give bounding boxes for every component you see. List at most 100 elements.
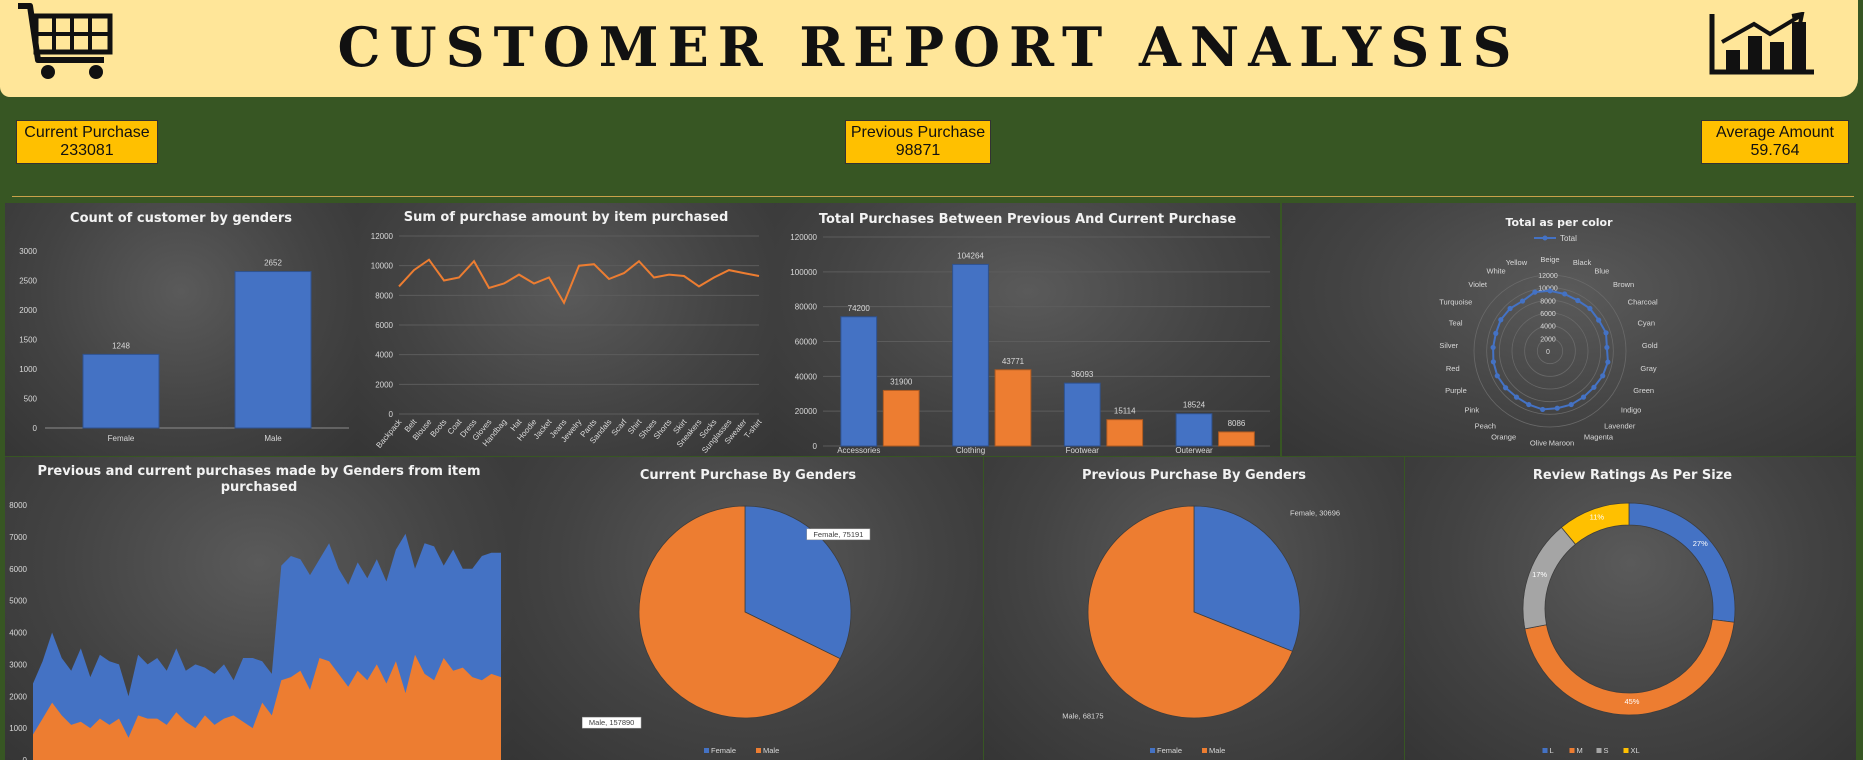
tick-label: 4000	[9, 629, 27, 638]
data-point	[1526, 401, 1532, 408]
tick-label: 12000	[371, 232, 394, 241]
legend-swatch	[1596, 748, 1602, 753]
kpi-value: 98871	[895, 142, 941, 159]
kpi-value: 233081	[60, 142, 114, 159]
data-label: 36093	[1071, 370, 1094, 379]
legend-label: XL	[1631, 746, 1640, 755]
legend-label: Female	[1157, 746, 1182, 755]
tick-label: 100000	[790, 268, 817, 277]
data-point	[1604, 344, 1610, 351]
chart-title: purchased	[221, 480, 298, 495]
tick-label: 8000	[1540, 298, 1556, 305]
area-series	[33, 654, 501, 760]
data-point	[1519, 298, 1526, 304]
tick-label: Maroon	[1549, 438, 1574, 447]
tick-label: Silver	[1439, 341, 1458, 350]
data-point	[1596, 317, 1602, 323]
chart-title: Count of customer by genders	[70, 211, 292, 226]
gender-area-chart: Previous and current purchases made by G…	[5, 457, 513, 760]
tick-label: Peach	[1475, 421, 1496, 430]
tick-label: Violet	[1468, 280, 1488, 289]
tick-label: 80000	[795, 303, 818, 312]
chart-title: Previous Purchase By Genders	[1082, 468, 1306, 483]
tick-label: Female	[108, 434, 135, 443]
data-label: 18524	[1183, 401, 1206, 410]
kpi-value: 59.764	[1750, 142, 1800, 159]
radar-gridline	[1473, 274, 1627, 428]
tick-label: 4000	[375, 351, 393, 360]
bar	[1218, 431, 1255, 447]
legend-swatch	[1542, 748, 1548, 753]
tick-label: Outerwear	[1175, 446, 1213, 455]
chart-svg: Previous Purchase By Genders Female, 3069…	[1062, 468, 1340, 755]
tick-label: 2000	[1540, 336, 1556, 343]
radar-gridline	[1498, 299, 1602, 403]
kpi-average-amount: Average Amount 59.764	[1701, 120, 1849, 164]
legend-swatch	[1623, 748, 1629, 753]
data-label-box	[581, 716, 642, 729]
data-point	[1513, 394, 1520, 400]
data-label: 31900	[890, 377, 913, 386]
data-point	[1575, 297, 1581, 304]
tick-label: Clothing	[956, 446, 985, 455]
tick-label: 1000	[19, 365, 37, 374]
data-point	[1490, 359, 1496, 365]
tick-label: 120000	[790, 233, 817, 242]
tick-label: 1500	[19, 336, 37, 345]
legend-marker	[1542, 235, 1548, 241]
data-point	[1540, 406, 1546, 413]
data-point	[1591, 384, 1597, 390]
bar	[82, 353, 160, 429]
bar	[1063, 382, 1101, 447]
tick-label: 0	[1546, 349, 1550, 356]
radar-gridline	[1511, 312, 1589, 390]
pie-slice	[1193, 505, 1301, 652]
data-label: 27%	[1693, 539, 1708, 548]
bar	[840, 316, 878, 447]
tick-label: 6000	[9, 565, 27, 574]
pie-slice	[1087, 505, 1293, 719]
tick-label: Lavender	[1604, 421, 1636, 430]
tick-label: Scarf	[610, 417, 629, 438]
tick-label: Backpack	[374, 417, 404, 450]
tick-label: 12000	[1538, 273, 1558, 280]
legend-swatch	[1569, 748, 1575, 753]
size-donut-chart: Review Ratings As Per Size 27% 45% 17% 11% L M…	[1405, 457, 1856, 760]
page-title: CUSTOMER REPORT ANALYSIS	[337, 15, 1521, 79]
data-label-box	[806, 528, 871, 541]
tick-label: White	[1487, 266, 1506, 275]
tick-label: 10000	[371, 262, 394, 271]
kpi-label: Current Purchase	[24, 124, 150, 141]
tick-label: 2000	[375, 380, 393, 389]
previous-purchase-pie: Previous Purchase By Genders Female, 3069…	[984, 457, 1404, 760]
tick-label: 0	[389, 410, 394, 419]
legend-label: M	[1577, 746, 1583, 755]
data-label: Male, 157890	[589, 718, 634, 727]
chart-svg: Current Purchase By Genders Female, 75191…	[581, 468, 871, 755]
data-point	[1580, 394, 1587, 400]
data-label: 45%	[1624, 697, 1639, 706]
data-point	[1562, 291, 1568, 297]
data-point	[1554, 405, 1560, 411]
tick-label: Cyan	[1637, 319, 1655, 328]
bar	[994, 369, 1032, 447]
tick-label: 40000	[795, 372, 818, 381]
tick-label: 3000	[9, 660, 27, 669]
tick-label: 20000	[795, 407, 818, 416]
legend-swatch	[756, 748, 761, 753]
data-label: 11%	[1590, 513, 1605, 522]
tick-label: Magenta	[1584, 433, 1614, 442]
data-label: 8086	[1228, 419, 1246, 428]
legend-swatch	[704, 748, 709, 753]
data-point	[1507, 305, 1513, 312]
tick-label: Turquoise	[1439, 298, 1472, 307]
data-point	[1494, 373, 1500, 379]
data-point	[1600, 373, 1606, 379]
bar	[1106, 419, 1144, 447]
tick-label: 60000	[795, 338, 818, 347]
legend-label: Male	[763, 746, 779, 755]
data-label: 1248	[112, 341, 130, 350]
tick-label: Orange	[1491, 433, 1516, 442]
tick-label: T-shirt	[742, 417, 764, 440]
color-radar-chart: Total as per color Total 0 2000 4000 6000 8000…	[1282, 203, 1856, 456]
